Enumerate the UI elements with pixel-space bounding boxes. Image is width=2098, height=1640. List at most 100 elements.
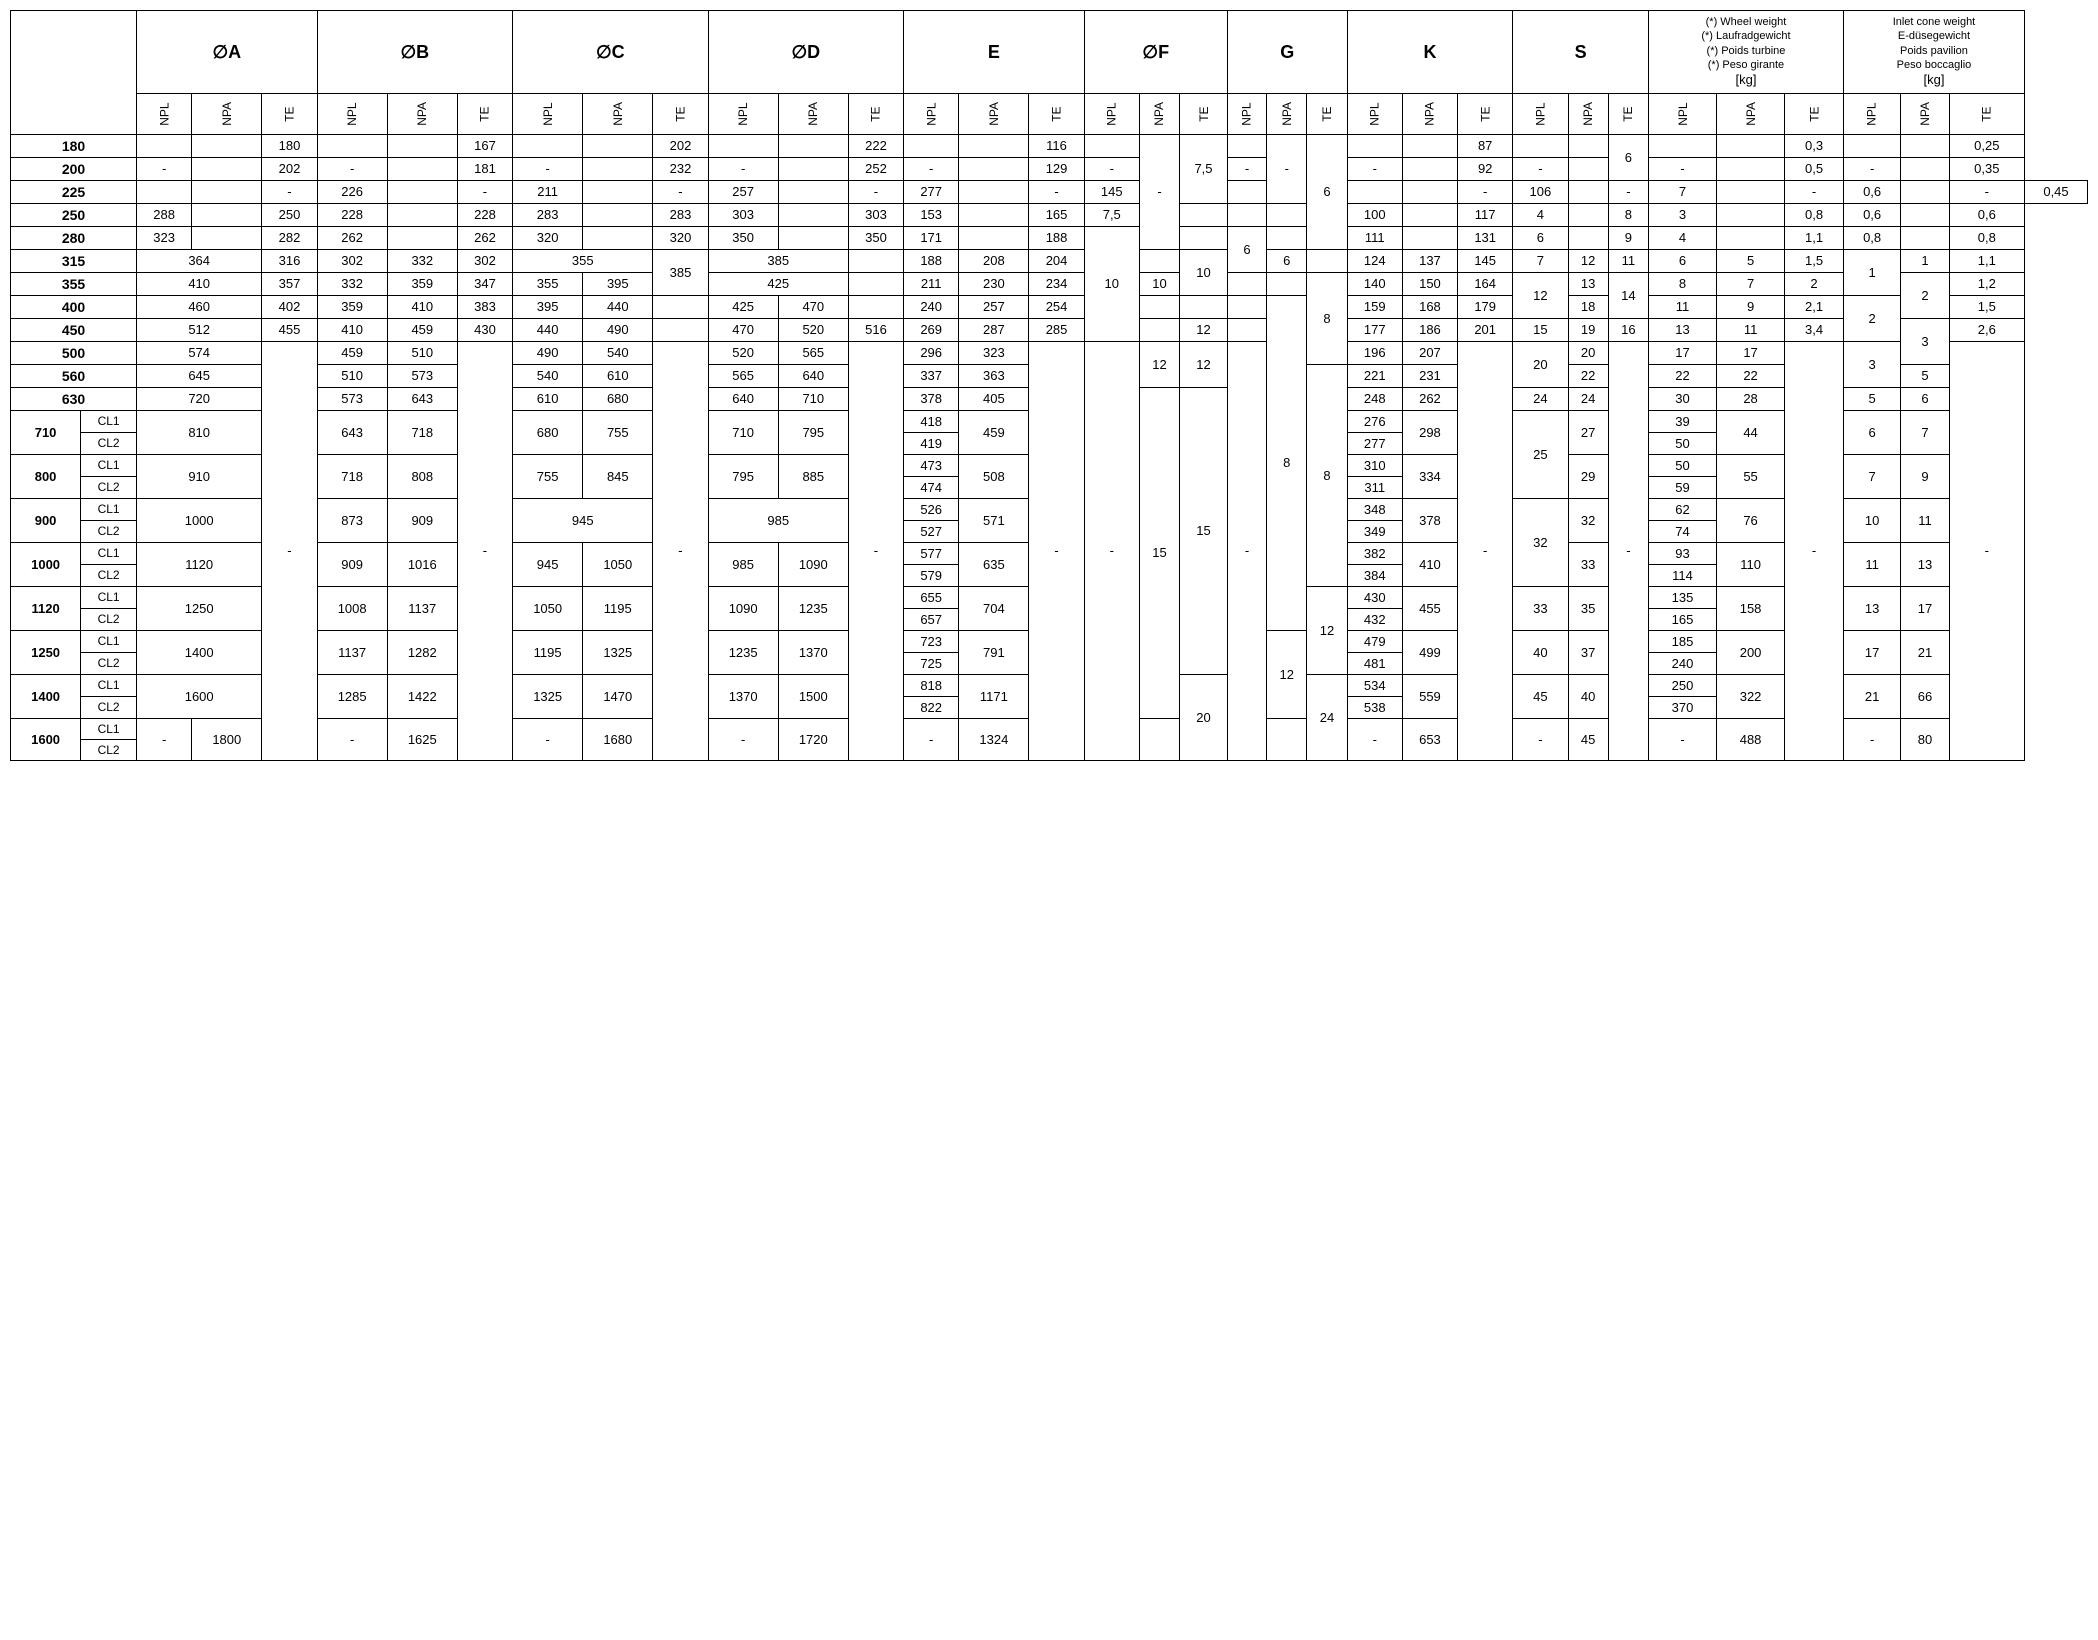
table-cell: 538 bbox=[1347, 696, 1402, 718]
table-cell: 1,5 bbox=[1949, 295, 2024, 318]
table-cell: 7 bbox=[1901, 410, 1949, 454]
table-cell: 1800 bbox=[192, 718, 262, 760]
table-cell: 1090 bbox=[778, 542, 848, 586]
table-cell: 18 bbox=[1568, 295, 1608, 318]
table-cell bbox=[513, 134, 583, 157]
table-cell: 910 bbox=[137, 454, 262, 498]
table-cell: 470 bbox=[778, 295, 848, 318]
table-cell: 135 bbox=[1649, 586, 1717, 608]
table-cell: 2,1 bbox=[1785, 295, 1844, 318]
table-cell: 131 bbox=[1458, 226, 1513, 249]
table-cell: 323 bbox=[137, 226, 192, 249]
table-cell: - bbox=[1084, 157, 1139, 180]
table-cell: 1 bbox=[1843, 249, 1900, 295]
table-cell: 11 bbox=[1843, 542, 1900, 586]
table-cell: 0,45 bbox=[2025, 180, 2088, 203]
table-cell: 410 bbox=[137, 272, 262, 295]
table-cell bbox=[1227, 203, 1266, 226]
table-cell bbox=[1139, 318, 1179, 341]
table-cell bbox=[1227, 318, 1266, 341]
table-cell bbox=[708, 134, 778, 157]
table-cell: CL2 bbox=[81, 564, 137, 586]
table-cell: - bbox=[1084, 341, 1139, 760]
table-cell: 164 bbox=[1458, 272, 1513, 295]
table-cell: 1680 bbox=[583, 718, 653, 760]
table-cell: 240 bbox=[904, 295, 959, 318]
table-cell: - bbox=[848, 341, 903, 760]
table-cell: 208 bbox=[959, 249, 1029, 272]
table-cell: 410 bbox=[1402, 542, 1457, 586]
table-cell: 204 bbox=[1029, 249, 1084, 272]
table-cell: 873 bbox=[317, 498, 387, 542]
table-cell bbox=[1843, 134, 1900, 157]
table-cell: 795 bbox=[778, 410, 848, 454]
table-cell: CL2 bbox=[81, 739, 137, 760]
table-cell: 12 bbox=[1267, 630, 1307, 718]
table-cell: 795 bbox=[708, 454, 778, 498]
table-cell bbox=[387, 226, 457, 249]
table-cell: 1400 bbox=[137, 630, 262, 674]
table-cell: 211 bbox=[904, 272, 959, 295]
table-cell: 9 bbox=[1717, 295, 1785, 318]
table-cell: 6 bbox=[1649, 249, 1717, 272]
table-cell: 287 bbox=[959, 318, 1029, 341]
table-cell: 1090 bbox=[708, 586, 778, 630]
table-cell: - bbox=[137, 718, 192, 760]
table-cell: 9 bbox=[1608, 226, 1648, 249]
table-cell: 30 bbox=[1649, 387, 1717, 410]
table-cell: 0,6 bbox=[1949, 203, 2024, 226]
table-cell: 250 bbox=[262, 203, 317, 226]
table-cell: 1137 bbox=[387, 586, 457, 630]
table-cell: 540 bbox=[583, 341, 653, 364]
subheader-npa: NPA bbox=[1267, 94, 1307, 135]
table-cell: 470 bbox=[708, 318, 778, 341]
table-cell bbox=[1402, 180, 1457, 203]
table-cell: 500 bbox=[11, 341, 137, 364]
table-cell: 76 bbox=[1717, 498, 1785, 542]
table-cell: 1000 bbox=[11, 542, 81, 586]
table-cell: 432 bbox=[1347, 608, 1402, 630]
table-cell bbox=[959, 226, 1029, 249]
table-cell: 635 bbox=[959, 542, 1029, 586]
table-cell: 704 bbox=[959, 586, 1029, 630]
col-B: ∅B bbox=[317, 11, 513, 94]
table-cell: 262 bbox=[317, 226, 387, 249]
table-cell: 226 bbox=[317, 180, 387, 203]
table-cell: 10 bbox=[1180, 249, 1228, 295]
table-cell bbox=[583, 203, 653, 226]
table-cell: 510 bbox=[317, 364, 387, 387]
table-cell: 460 bbox=[137, 295, 262, 318]
table-cell: 1325 bbox=[583, 630, 653, 674]
table-cell: 348 bbox=[1347, 498, 1402, 520]
table-cell: 418 bbox=[904, 410, 959, 432]
table-cell: 45 bbox=[1513, 674, 1568, 718]
table-cell: 158 bbox=[1717, 586, 1785, 630]
table-cell: 80 bbox=[1901, 718, 1949, 760]
table-cell: 296 bbox=[904, 341, 959, 364]
table-cell: 560 bbox=[11, 364, 137, 387]
table-cell: 559 bbox=[1402, 674, 1457, 718]
table-cell: 167 bbox=[457, 134, 512, 157]
table-cell: 945 bbox=[513, 498, 653, 542]
subheader-npa: NPA bbox=[583, 94, 653, 135]
table-cell: 316 bbox=[262, 249, 317, 272]
table-cell: 540 bbox=[513, 364, 583, 387]
table-cell bbox=[192, 203, 262, 226]
table-cell: 33 bbox=[1568, 542, 1608, 586]
table-cell: - bbox=[1649, 718, 1717, 760]
subheader-npl: NPL bbox=[904, 94, 959, 135]
table-cell: 1120 bbox=[137, 542, 262, 586]
col-S: S bbox=[1513, 11, 1649, 94]
table-cell: - bbox=[317, 157, 387, 180]
table-cell: 985 bbox=[708, 498, 848, 542]
table-cell: - bbox=[457, 180, 512, 203]
col-K: K bbox=[1347, 11, 1513, 94]
table-cell: 6 bbox=[1513, 226, 1568, 249]
col-E: E bbox=[904, 11, 1085, 94]
table-cell: 0,6 bbox=[1843, 203, 1900, 226]
table-cell: CL2 bbox=[81, 476, 137, 498]
table-cell: 186 bbox=[1402, 318, 1457, 341]
table-cell: 7 bbox=[1649, 180, 1717, 203]
table-cell: 21 bbox=[1901, 630, 1949, 674]
table-cell: 28 bbox=[1717, 387, 1785, 410]
